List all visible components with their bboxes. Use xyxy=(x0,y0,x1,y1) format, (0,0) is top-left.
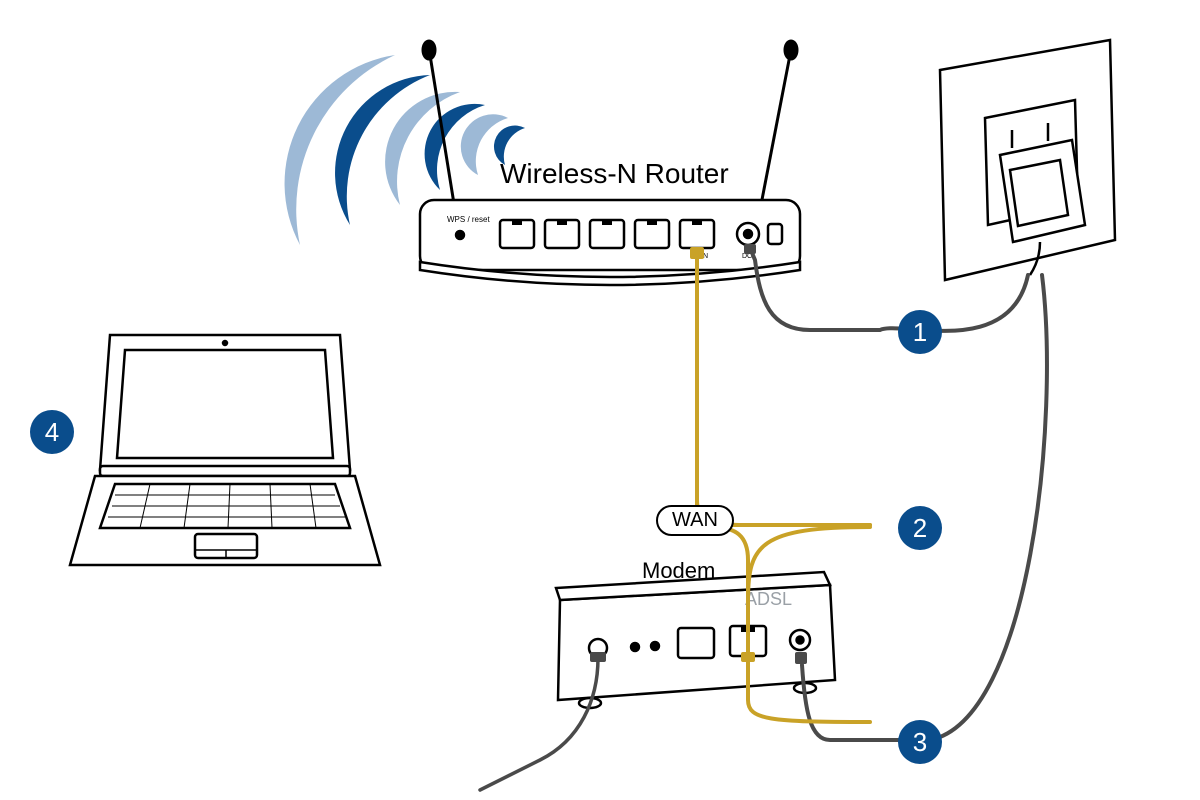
step-badge-2: 2 xyxy=(898,506,942,550)
modem-dc-plug xyxy=(795,652,807,664)
modem-lan-plug xyxy=(741,652,755,662)
diagram-stage: WPS / reset xyxy=(0,0,1200,800)
svg-text:WPS / reset: WPS / reset xyxy=(447,215,490,224)
modem-line-plug xyxy=(590,652,606,662)
modem-adsl-text: ADSL xyxy=(745,589,792,609)
laptop-icon xyxy=(70,335,380,565)
wan-pill: WAN xyxy=(656,505,734,536)
step-badge-1: 1 xyxy=(898,310,942,354)
router-title: Wireless-N Router xyxy=(500,158,729,190)
wall-outlet-icon xyxy=(940,40,1115,280)
router-dc-plug xyxy=(744,244,756,254)
diagram-svg: WPS / reset xyxy=(0,0,1200,800)
modem-icon: ADSL xyxy=(556,572,835,708)
step-badge-3: 3 xyxy=(898,720,942,764)
modem-title: Modem xyxy=(642,558,715,584)
router-wan-plug xyxy=(690,247,704,259)
step-badge-4: 4 xyxy=(30,410,74,454)
